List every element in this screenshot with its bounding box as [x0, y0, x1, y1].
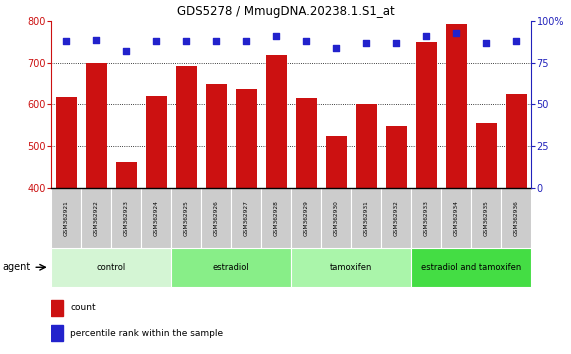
Bar: [416, 42, 437, 188]
Bar: [291, 188, 321, 248]
Text: GSM362930: GSM362930: [333, 200, 339, 236]
Text: estradiol: estradiol: [213, 263, 250, 272]
Bar: [111, 188, 142, 248]
Point: [332, 45, 341, 51]
Text: GSM362928: GSM362928: [274, 200, 279, 236]
Text: percentile rank within the sample: percentile rank within the sample: [70, 329, 223, 338]
Point: [62, 38, 71, 44]
Bar: [471, 188, 501, 248]
Bar: [176, 66, 197, 188]
Bar: [291, 248, 411, 287]
Bar: [445, 24, 467, 188]
Point: [242, 38, 251, 44]
Text: GSM362931: GSM362931: [364, 200, 369, 235]
Bar: [51, 248, 171, 287]
Bar: [51, 299, 63, 316]
Text: GSM362922: GSM362922: [94, 200, 99, 236]
Bar: [411, 188, 441, 248]
Bar: [146, 96, 167, 188]
Text: GSM362936: GSM362936: [513, 200, 518, 235]
Text: GSM362933: GSM362933: [424, 200, 429, 236]
Point: [421, 33, 431, 39]
Text: GSM362935: GSM362935: [484, 200, 489, 236]
Point: [152, 38, 161, 44]
Bar: [236, 89, 257, 188]
Point: [512, 38, 521, 44]
Text: GSM362924: GSM362924: [154, 200, 159, 236]
Bar: [142, 188, 171, 248]
Text: GSM362929: GSM362929: [304, 200, 309, 236]
Bar: [116, 162, 137, 188]
Point: [122, 48, 131, 54]
Bar: [51, 188, 82, 248]
Bar: [296, 98, 317, 188]
Text: count: count: [70, 303, 96, 313]
Text: GSM362926: GSM362926: [214, 200, 219, 235]
Bar: [325, 136, 347, 188]
Bar: [81, 188, 111, 248]
Bar: [51, 325, 63, 341]
Bar: [351, 188, 381, 248]
Bar: [171, 188, 202, 248]
Text: GSM362925: GSM362925: [184, 200, 189, 236]
Bar: [206, 85, 227, 188]
Point: [182, 38, 191, 44]
Point: [212, 38, 221, 44]
Point: [392, 40, 401, 46]
Bar: [202, 188, 231, 248]
Bar: [501, 188, 531, 248]
Text: GDS5278 / MmugDNA.20238.1.S1_at: GDS5278 / MmugDNA.20238.1.S1_at: [176, 5, 395, 18]
Bar: [261, 188, 291, 248]
Text: agent: agent: [3, 262, 31, 272]
Bar: [381, 188, 411, 248]
Point: [272, 33, 281, 39]
Text: GSM362923: GSM362923: [124, 200, 129, 236]
Bar: [56, 97, 77, 188]
Bar: [476, 123, 497, 188]
Text: estradiol and tamoxifen: estradiol and tamoxifen: [421, 263, 521, 272]
Bar: [86, 63, 107, 188]
Bar: [231, 188, 262, 248]
Bar: [505, 94, 526, 188]
Point: [361, 40, 371, 46]
Bar: [441, 188, 471, 248]
Point: [301, 38, 311, 44]
Bar: [171, 248, 291, 287]
Point: [452, 30, 461, 36]
Bar: [411, 248, 531, 287]
Bar: [321, 188, 351, 248]
Text: GSM362934: GSM362934: [453, 200, 459, 236]
Point: [481, 40, 490, 46]
Text: tamoxifen: tamoxifen: [330, 263, 372, 272]
Bar: [385, 126, 407, 188]
Bar: [356, 104, 377, 188]
Text: GSM362921: GSM362921: [64, 200, 69, 235]
Text: GSM362932: GSM362932: [393, 200, 399, 236]
Point: [92, 37, 101, 42]
Text: control: control: [96, 263, 126, 272]
Text: GSM362927: GSM362927: [244, 200, 249, 236]
Bar: [266, 55, 287, 188]
